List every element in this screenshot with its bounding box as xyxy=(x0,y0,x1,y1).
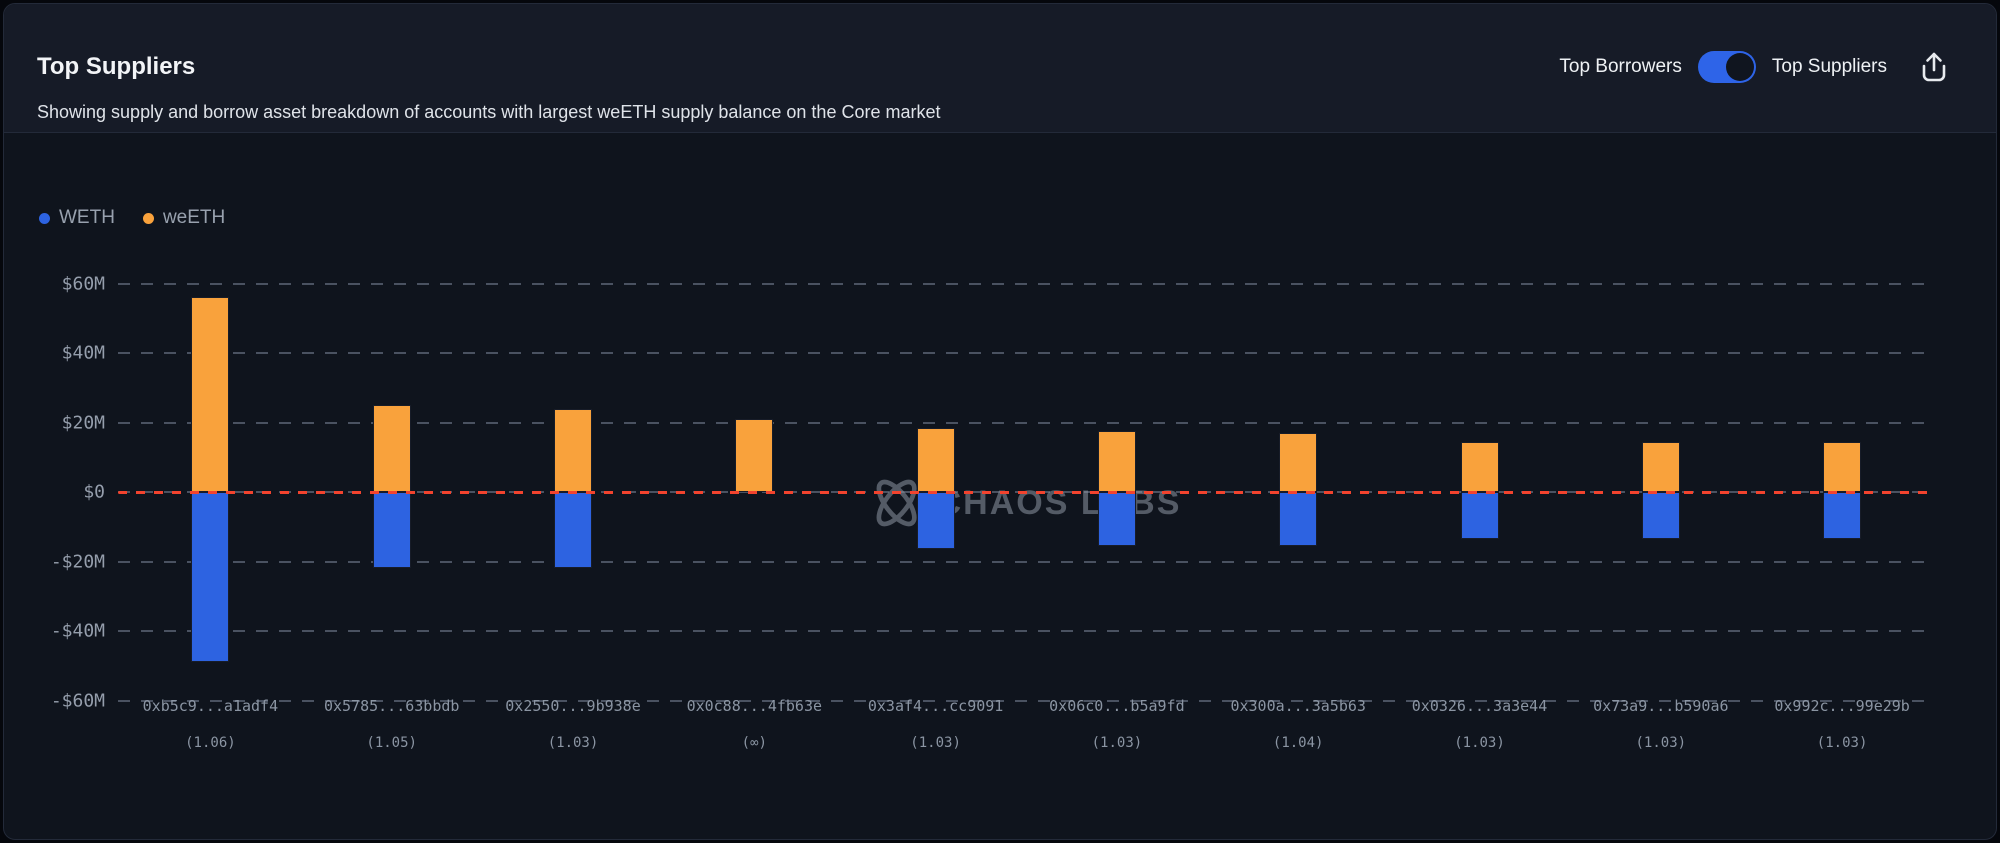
y-axis-tick-label: $60M xyxy=(61,273,105,294)
weeth-supply-bar[interactable] xyxy=(1823,441,1862,492)
chaos-labs-logo-icon xyxy=(876,479,917,527)
toggle-knob xyxy=(1725,53,1754,81)
y-axis-tick-label: -$60M xyxy=(50,690,105,711)
x-axis-account-label: 0xb5c9...a1adf4 xyxy=(142,697,279,715)
x-axis-account-label: 0x992c...99e29b xyxy=(1774,697,1910,715)
zero-line xyxy=(118,490,1931,494)
weeth-supply-bar[interactable] xyxy=(1460,441,1499,492)
x-axis-account-label: 0x3af4...cc9091 xyxy=(867,697,1004,715)
legend-item-weth[interactable]: WETH xyxy=(39,207,115,229)
weth-borrow-bar[interactable] xyxy=(1823,492,1862,539)
weth-borrow-bar[interactable] xyxy=(1097,492,1136,546)
x-axis-account-label: 0x06c0...b5a9fd xyxy=(1049,697,1185,715)
toggle-label-top-suppliers[interactable]: Top Suppliers xyxy=(1771,56,1887,77)
x-axis-ratio-label: (1.03) xyxy=(1635,735,1687,751)
x-axis-ratio-label: (1.03) xyxy=(1816,735,1868,751)
x-axis-ratio-label: (1.03) xyxy=(1454,735,1505,751)
x-axis-account-label: 0x300a...3a5b63 xyxy=(1230,697,1366,715)
gridline xyxy=(118,560,1931,563)
legend-label-weth: WETH xyxy=(59,207,115,228)
weeth-supply-bar[interactable] xyxy=(372,405,411,492)
borrowers-suppliers-toggle[interactable] xyxy=(1697,51,1756,83)
gridline xyxy=(118,421,1931,424)
weth-legend-dot-icon xyxy=(39,212,50,224)
top-suppliers-card: Top Suppliers Showing supply and borrow … xyxy=(3,3,1997,840)
y-axis-tick-label: $0 xyxy=(83,481,105,503)
weeth-legend-dot-icon xyxy=(142,212,154,224)
weeth-supply-bar[interactable] xyxy=(916,427,955,492)
header-controls: Top Borrowers Top Suppliers xyxy=(1559,47,1953,87)
x-axis-ratio-label: (1.03) xyxy=(547,735,599,751)
x-axis-ratio-label: (1.03) xyxy=(1091,735,1143,751)
x-axis-account-label: 0x5785...63bbdb xyxy=(323,697,460,715)
y-axis-tick-label: $40M xyxy=(61,342,105,364)
toggle-label-top-borrowers[interactable]: Top Borrowers xyxy=(1559,56,1682,77)
x-axis-ratio-label: (1.03) xyxy=(910,735,961,751)
weeth-supply-bar[interactable] xyxy=(1641,441,1680,492)
x-axis-account-label: 0x0326...3a3e44 xyxy=(1411,697,1548,715)
x-axis-ratio-label: (1.04) xyxy=(1272,735,1324,751)
share-export-icon xyxy=(1922,52,1946,82)
weth-borrow-bar[interactable] xyxy=(372,492,411,569)
weeth-supply-bar[interactable] xyxy=(191,297,230,492)
weth-borrow-bar[interactable] xyxy=(1641,492,1680,539)
weeth-supply-bar[interactable] xyxy=(735,419,774,492)
y-axis-tick-label: -$40M xyxy=(50,620,105,642)
weeth-supply-bar[interactable] xyxy=(1279,432,1318,492)
page-title: Top Suppliers xyxy=(37,53,196,80)
legend-label-weeth: weETH xyxy=(162,207,226,228)
weth-borrow-bar[interactable] xyxy=(191,492,230,663)
weth-borrow-bar[interactable] xyxy=(916,492,955,550)
watermark-text: CHAOS LABS xyxy=(936,483,1182,522)
card-header xyxy=(4,4,1996,133)
chaos-labs-watermark: CHAOS LABS xyxy=(869,472,1182,534)
x-axis-ratio-label: (∞) xyxy=(741,735,767,751)
weeth-supply-bar[interactable] xyxy=(554,408,592,492)
page-subtitle: Showing supply and borrow asset breakdow… xyxy=(37,102,941,122)
gridline xyxy=(118,699,1931,702)
x-axis-ratio-label: (1.05) xyxy=(366,735,417,751)
weth-borrow-bar[interactable] xyxy=(1279,492,1318,546)
gridline xyxy=(118,282,1931,285)
x-axis-ratio-label: (1.06) xyxy=(185,735,236,751)
share-button[interactable] xyxy=(1915,48,1953,86)
y-axis-tick-label: -$20M xyxy=(50,551,105,572)
legend-item-weeth[interactable]: weETH xyxy=(142,207,226,229)
gridline xyxy=(118,630,1931,632)
x-axis-account-label: 0x2550...9b938e xyxy=(505,697,641,715)
y-axis-tick-label: $20M xyxy=(61,412,105,433)
weth-borrow-bar[interactable] xyxy=(1460,492,1499,539)
chart-legend: WETH weETH xyxy=(39,207,225,229)
x-axis-account-label: 0x73a9...b590a6 xyxy=(1593,697,1729,715)
x-axis-account-label: 0x0c88...4fb63e xyxy=(686,697,823,715)
weeth-supply-bar[interactable] xyxy=(1097,431,1136,492)
weth-borrow-bar[interactable] xyxy=(554,492,592,569)
gridline xyxy=(118,352,1931,354)
